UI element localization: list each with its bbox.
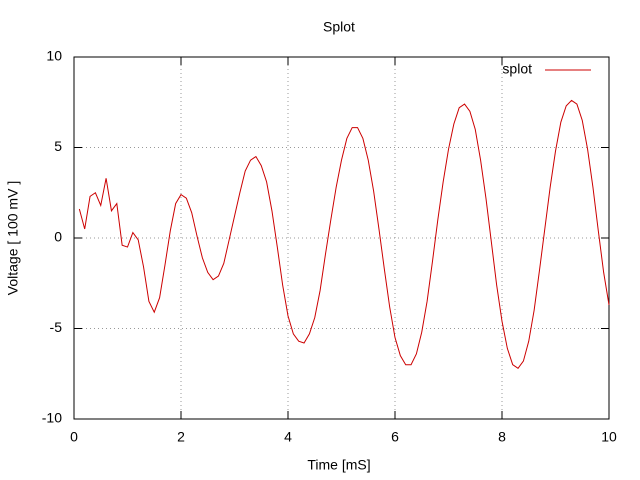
- y-tick-label: 10: [46, 48, 62, 64]
- x-tick-label: 6: [391, 429, 399, 445]
- y-tick-label: 5: [54, 138, 62, 154]
- plot-frame: [73, 56, 610, 420]
- x-tick-label: 4: [284, 429, 292, 445]
- chart-title: Splot: [323, 19, 355, 35]
- y-tick-label: 0: [54, 229, 62, 245]
- x-tick-label: 8: [498, 429, 506, 445]
- x-tick-label: 2: [177, 429, 185, 445]
- x-tick-label: 0: [70, 429, 78, 445]
- x-axis-label: Time [mS]: [307, 457, 370, 473]
- y-axis-label: Voltage [ 100 mV ]: [5, 181, 21, 295]
- y-tick-label: -10: [42, 410, 62, 426]
- legend-label: splot: [502, 61, 532, 77]
- data-line: [78, 99, 610, 370]
- x-tick-label: 10: [601, 429, 617, 445]
- y-tick-label: -5: [50, 319, 63, 335]
